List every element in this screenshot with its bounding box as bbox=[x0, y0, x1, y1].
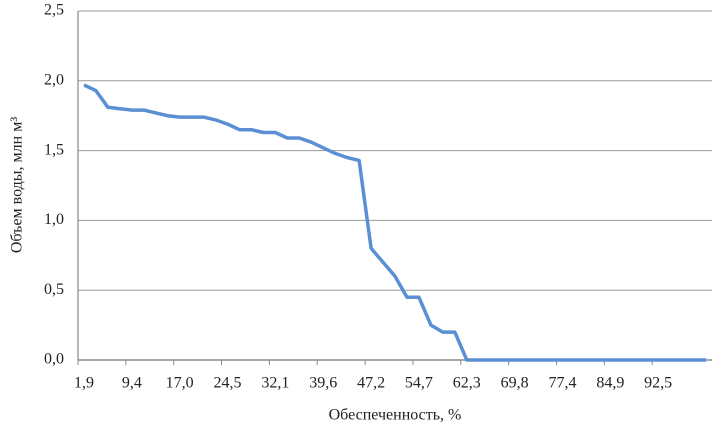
y-tick-label: 0,0 bbox=[44, 351, 64, 368]
y-tick-label: 2,0 bbox=[44, 71, 64, 88]
x-tick-label: 32,1 bbox=[261, 375, 289, 392]
x-tick-label: 9,4 bbox=[122, 375, 142, 392]
y-axis-title: Объем воды, млн м³ bbox=[9, 117, 26, 253]
x-tick-label: 39,6 bbox=[309, 375, 337, 392]
x-tick-label: 17,0 bbox=[166, 375, 194, 392]
y-tick-label: 2,5 bbox=[44, 2, 64, 19]
x-axis-title: Обеспеченность, % bbox=[329, 407, 462, 424]
x-tick-label: 1,9 bbox=[74, 375, 94, 392]
x-tick-label: 92,5 bbox=[644, 375, 672, 392]
y-tick-label: 1,5 bbox=[44, 141, 64, 158]
x-tick-label: 24,5 bbox=[214, 375, 242, 392]
x-tick-label: 69,8 bbox=[501, 375, 529, 392]
y-tick-label: 1,0 bbox=[44, 211, 64, 228]
x-tick-label: 47,2 bbox=[357, 375, 385, 392]
x-tick-label: 77,4 bbox=[548, 375, 576, 392]
y-tick-label: 0,5 bbox=[44, 281, 64, 298]
x-tick-label: 54,7 bbox=[405, 375, 433, 392]
data-line bbox=[83, 83, 706, 362]
x-tick-label: 62,3 bbox=[453, 375, 481, 392]
x-tick-label: 84,9 bbox=[596, 375, 624, 392]
